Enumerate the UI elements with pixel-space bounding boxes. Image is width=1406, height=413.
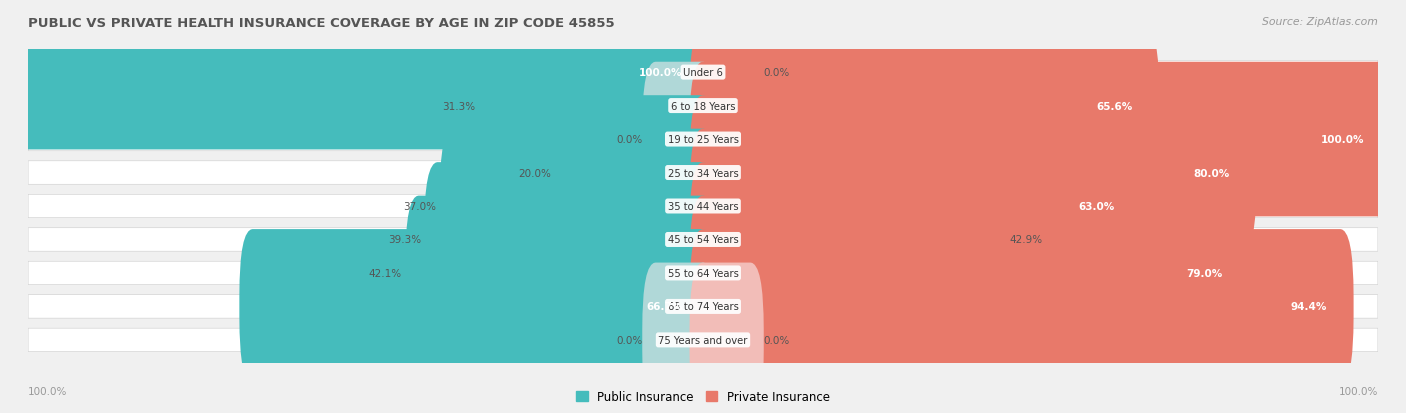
- FancyBboxPatch shape: [425, 163, 717, 317]
- Text: 39.3%: 39.3%: [388, 235, 420, 245]
- FancyBboxPatch shape: [689, 263, 763, 413]
- Text: 42.9%: 42.9%: [1010, 235, 1042, 245]
- Text: 20.0%: 20.0%: [519, 168, 551, 178]
- Text: 35 to 44 Years: 35 to 44 Years: [668, 202, 738, 211]
- FancyBboxPatch shape: [28, 295, 1378, 318]
- Text: 42.1%: 42.1%: [368, 268, 402, 278]
- FancyBboxPatch shape: [643, 63, 717, 217]
- Text: 65 to 74 Years: 65 to 74 Years: [668, 301, 738, 312]
- FancyBboxPatch shape: [554, 96, 717, 250]
- Text: 100.0%: 100.0%: [1339, 387, 1378, 396]
- FancyBboxPatch shape: [28, 228, 1378, 252]
- FancyBboxPatch shape: [14, 0, 717, 150]
- FancyBboxPatch shape: [478, 29, 717, 183]
- Text: 0.0%: 0.0%: [763, 335, 790, 345]
- Text: PUBLIC VS PRIVATE HEALTH INSURANCE COVERAGE BY AGE IN ZIP CODE 45855: PUBLIC VS PRIVATE HEALTH INSURANCE COVER…: [28, 17, 614, 29]
- Legend: Public Insurance, Private Insurance: Public Insurance, Private Insurance: [571, 385, 835, 408]
- Text: 19 to 25 Years: 19 to 25 Years: [668, 135, 738, 145]
- Text: 0.0%: 0.0%: [616, 135, 643, 145]
- Text: 0.0%: 0.0%: [763, 68, 790, 78]
- FancyBboxPatch shape: [689, 129, 1142, 284]
- FancyBboxPatch shape: [28, 61, 1378, 85]
- Text: 66.7%: 66.7%: [647, 301, 683, 312]
- Text: 31.3%: 31.3%: [441, 101, 475, 112]
- Text: 25 to 34 Years: 25 to 34 Years: [668, 168, 738, 178]
- Text: 63.0%: 63.0%: [1078, 202, 1115, 211]
- Text: 65.6%: 65.6%: [1095, 101, 1132, 112]
- FancyBboxPatch shape: [28, 195, 1378, 218]
- FancyBboxPatch shape: [28, 161, 1378, 185]
- Text: 79.0%: 79.0%: [1187, 268, 1223, 278]
- FancyBboxPatch shape: [689, 196, 1250, 350]
- Text: 100.0%: 100.0%: [1320, 135, 1364, 145]
- FancyBboxPatch shape: [689, 96, 1257, 250]
- FancyBboxPatch shape: [689, 29, 1159, 183]
- Text: 80.0%: 80.0%: [1194, 168, 1229, 178]
- FancyBboxPatch shape: [689, 230, 1354, 384]
- Text: 55 to 64 Years: 55 to 64 Years: [668, 268, 738, 278]
- Text: 100.0%: 100.0%: [640, 68, 683, 78]
- FancyBboxPatch shape: [28, 95, 1378, 118]
- Text: 45 to 54 Years: 45 to 54 Years: [668, 235, 738, 245]
- Text: 37.0%: 37.0%: [404, 202, 436, 211]
- FancyBboxPatch shape: [239, 230, 717, 384]
- FancyBboxPatch shape: [689, 0, 763, 150]
- Text: 6 to 18 Years: 6 to 18 Years: [671, 101, 735, 112]
- FancyBboxPatch shape: [643, 263, 717, 413]
- FancyBboxPatch shape: [405, 196, 717, 350]
- Text: 0.0%: 0.0%: [616, 335, 643, 345]
- FancyBboxPatch shape: [28, 261, 1378, 285]
- FancyBboxPatch shape: [440, 129, 717, 284]
- FancyBboxPatch shape: [28, 328, 1378, 352]
- Text: 100.0%: 100.0%: [28, 387, 67, 396]
- FancyBboxPatch shape: [689, 163, 1007, 317]
- Text: Source: ZipAtlas.com: Source: ZipAtlas.com: [1263, 17, 1378, 26]
- FancyBboxPatch shape: [28, 128, 1378, 152]
- Text: Under 6: Under 6: [683, 68, 723, 78]
- Text: 94.4%: 94.4%: [1291, 301, 1327, 312]
- FancyBboxPatch shape: [689, 63, 1392, 217]
- Text: 75 Years and over: 75 Years and over: [658, 335, 748, 345]
